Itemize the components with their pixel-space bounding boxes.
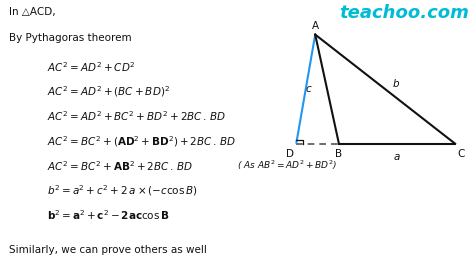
- Text: b: b: [392, 79, 399, 89]
- Text: $\mathit{AC}^2 = \mathit{BC}^2 + \mathbf{AB}^2 + 2\mathit{BC}\,{.}\,\mathit{BD}$: $\mathit{AC}^2 = \mathit{BC}^2 + \mathbf…: [47, 159, 193, 173]
- Text: $\mathit{AC}^2 = \mathit{AD}^2 + \mathit{BC}^2 + \mathit{BD}^2 + 2\mathit{BC}\,{: $\mathit{AC}^2 = \mathit{AD}^2 + \mathit…: [47, 109, 227, 123]
- Text: A: A: [311, 20, 319, 31]
- Text: D: D: [286, 149, 294, 159]
- Text: $\mathit{AC}^2 = \mathit{BC}^2 + (\mathbf{AD}^2 + \mathbf{BD}^2) + 2\mathit{BC}\: $\mathit{AC}^2 = \mathit{BC}^2 + (\mathb…: [47, 134, 237, 149]
- Text: c: c: [306, 84, 311, 94]
- Text: ( As $\mathit{AB}^2 = \mathit{AD}^2 + \mathit{BD}^2$): ( As $\mathit{AB}^2 = \mathit{AD}^2 + \m…: [237, 159, 337, 172]
- Text: B: B: [335, 149, 343, 159]
- Text: C: C: [457, 149, 465, 159]
- Text: $\mathit{b}^2 = \mathit{a}^2 + \mathit{c}^2 + 2\,\mathit{a} \times (-\mathit{c}\: $\mathit{b}^2 = \mathit{a}^2 + \mathit{c…: [47, 184, 198, 198]
- Text: By Pythagoras theorem: By Pythagoras theorem: [9, 33, 131, 43]
- Text: $\mathit{AC}^2 = \mathit{AD}^2 + (\mathit{BC} + \mathit{BD})^2$: $\mathit{AC}^2 = \mathit{AD}^2 + (\mathi…: [47, 85, 171, 99]
- Text: In △ACD,: In △ACD,: [9, 7, 55, 17]
- Text: Similarly, we can prove others as well: Similarly, we can prove others as well: [9, 245, 206, 255]
- Text: a: a: [394, 152, 400, 162]
- Text: teachoo.com: teachoo.com: [339, 4, 469, 22]
- Text: $\mathbf{b}^2 = \mathbf{a}^2 + \mathbf{c}^2 - \mathbf{2ac\cos B}$: $\mathbf{b}^2 = \mathbf{a}^2 + \mathbf{c…: [47, 208, 170, 222]
- Text: $\mathit{AC}^2 = \mathit{AD}^2 + \mathit{CD}^2$: $\mathit{AC}^2 = \mathit{AD}^2 + \mathit…: [47, 60, 136, 74]
